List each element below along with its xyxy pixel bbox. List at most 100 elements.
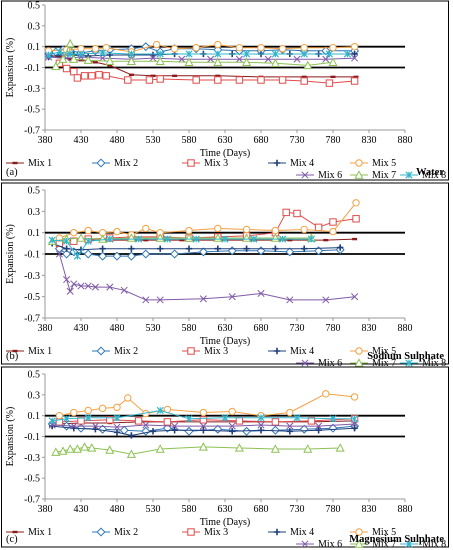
data-point xyxy=(99,245,106,252)
legend-marker xyxy=(12,530,18,534)
x-tick-label: 730 xyxy=(290,504,305,515)
data-point xyxy=(303,444,313,453)
data-point xyxy=(242,50,251,58)
data-point xyxy=(221,414,229,422)
data-point xyxy=(337,244,344,251)
series-mix-6 xyxy=(45,53,359,63)
data-point xyxy=(322,296,330,304)
data-point xyxy=(300,77,308,85)
legend-marker xyxy=(354,358,364,367)
data-point xyxy=(282,208,290,217)
data-point xyxy=(106,416,114,424)
x-tick-label: 530 xyxy=(146,323,161,334)
y-tick-label: -0.7 xyxy=(24,495,40,506)
legend-item-mix-2: Mix 2 xyxy=(92,346,138,357)
panel-frame xyxy=(1,182,449,365)
data-point xyxy=(257,414,265,422)
data-point xyxy=(307,235,316,243)
data-point xyxy=(192,44,200,52)
y-tick-label: 0.1 xyxy=(28,411,41,422)
data-point xyxy=(149,428,157,435)
data-point xyxy=(63,276,71,284)
data-point xyxy=(192,76,200,84)
data-point xyxy=(215,74,221,78)
legend-label: Mix 3 xyxy=(204,346,228,357)
data-point xyxy=(113,414,121,422)
legend-marker xyxy=(273,159,281,167)
y-tick-label: 0.5 xyxy=(28,1,41,12)
data-point xyxy=(335,443,345,452)
x-tick-label: 480 xyxy=(110,504,125,515)
legend-label: Mix 3 xyxy=(204,527,228,538)
data-point xyxy=(66,287,74,295)
legend-marker xyxy=(96,527,106,537)
data-point xyxy=(192,235,200,243)
data-point xyxy=(99,54,107,62)
data-point xyxy=(170,249,180,259)
series-mix-6 xyxy=(48,420,359,431)
legend-label: Mix 2 xyxy=(114,527,138,538)
data-point xyxy=(314,246,324,256)
data-point xyxy=(149,54,157,62)
data-point xyxy=(293,414,301,422)
legend-label: Mix 5 xyxy=(372,527,396,538)
data-point xyxy=(200,427,207,434)
data-point xyxy=(234,443,244,452)
series-mix-4 xyxy=(49,240,344,253)
data-point xyxy=(98,424,108,434)
legend-marker xyxy=(273,528,281,536)
legend-item-mix-6: Mix 6 xyxy=(296,358,342,369)
legend-item-mix-3: Mix 3 xyxy=(182,158,228,169)
data-point xyxy=(270,444,280,453)
data-point xyxy=(91,422,99,430)
series-mix-5 xyxy=(55,390,359,420)
data-point xyxy=(70,422,78,430)
data-point xyxy=(199,422,207,430)
data-point xyxy=(128,245,135,252)
data-point xyxy=(163,418,172,426)
data-point xyxy=(242,57,252,66)
legend-item-mix-4: Mix 4 xyxy=(268,158,314,169)
data-point xyxy=(92,426,99,433)
legend-marker xyxy=(96,158,106,168)
data-point xyxy=(48,236,56,244)
series-mix-7 xyxy=(51,38,338,71)
data-point xyxy=(127,50,136,58)
data-point xyxy=(70,408,78,417)
data-point xyxy=(102,72,110,80)
data-point xyxy=(65,38,75,48)
data-point xyxy=(199,416,208,424)
data-point xyxy=(229,428,236,435)
data-point xyxy=(95,71,103,79)
data-point xyxy=(143,238,149,242)
data-point xyxy=(55,250,63,258)
series-mix-6 xyxy=(55,250,359,304)
legend-marker xyxy=(187,347,195,355)
data-point xyxy=(213,57,223,66)
data-point xyxy=(51,447,61,456)
legend-marker xyxy=(354,170,364,179)
data-point xyxy=(134,235,143,243)
data-point xyxy=(128,432,135,439)
x-tick-label: 880 xyxy=(398,135,413,146)
data-point xyxy=(142,224,150,233)
data-point xyxy=(113,429,121,436)
data-point xyxy=(44,51,53,59)
legend-marker xyxy=(187,159,195,167)
data-point xyxy=(163,235,172,243)
data-point xyxy=(77,282,85,290)
data-point xyxy=(72,444,82,453)
data-point xyxy=(350,77,359,85)
data-point xyxy=(286,408,294,417)
data-point xyxy=(278,45,287,53)
data-point xyxy=(70,280,78,288)
legend-label: Mix 1 xyxy=(28,158,52,169)
legend-label: Mix 6 xyxy=(318,539,342,550)
data-point xyxy=(156,296,164,304)
data-point xyxy=(112,251,122,261)
data-point xyxy=(323,238,329,242)
data-point xyxy=(278,235,287,243)
legend-item-mix-3: Mix 3 xyxy=(182,527,228,538)
data-point xyxy=(328,423,338,433)
